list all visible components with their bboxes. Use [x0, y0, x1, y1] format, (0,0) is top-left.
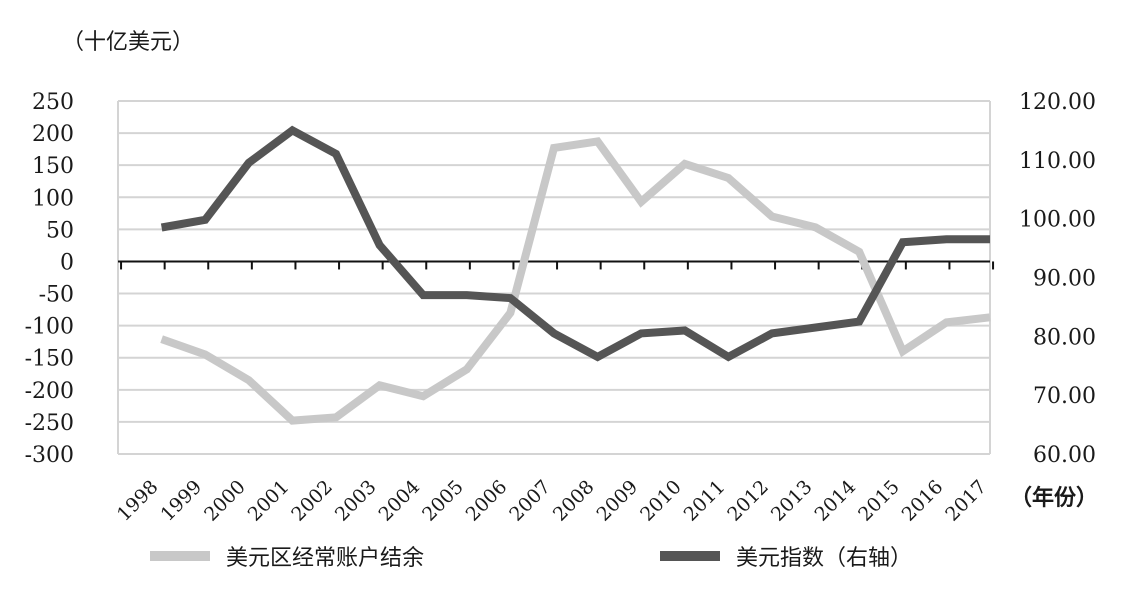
x-tick-label: 1998: [113, 476, 163, 526]
x-tick-label: 2015: [854, 476, 904, 526]
left-tick-label: -100: [25, 315, 74, 340]
right-tick-label: 90.00: [1033, 267, 1096, 292]
legend-label-dollar-index: 美元指数（右轴）: [736, 546, 913, 571]
left-tick-label: 200: [32, 122, 74, 147]
right-tick-label: 80.00: [1033, 325, 1096, 350]
x-tick-label: 2000: [200, 476, 250, 526]
x-tick-label: 2007: [505, 476, 555, 526]
right-tick-label: 120.00: [1019, 90, 1096, 115]
left-tick-label: -300: [25, 443, 74, 468]
left-axis-unit-label: （十亿美元）: [62, 30, 195, 55]
left-tick-label: -150: [25, 347, 74, 372]
x-tick-label: 2009: [592, 476, 642, 526]
left-tick-label: 150: [32, 154, 74, 179]
legend-swatch-dollar-index: [660, 551, 720, 561]
left-tick-label: 250: [32, 90, 74, 115]
left-tick-label: -250: [25, 411, 74, 436]
x-tick-label: 2006: [462, 476, 512, 526]
series-line-current-account: [160, 137, 991, 425]
x-tick-label: 2002: [287, 476, 337, 526]
legend-swatch-current-account: [150, 551, 210, 561]
x-tick-label: 2004: [374, 476, 424, 526]
x-tick-label: 2005: [418, 476, 468, 526]
series-line-dollar-index: [160, 125, 990, 362]
legend-item-dollar-index: 美元指数（右轴）: [660, 540, 912, 572]
left-tick-label: 50: [46, 218, 74, 243]
x-tick-label: 1999: [156, 476, 206, 526]
left-tick-label: 0: [60, 250, 74, 275]
series-lines: [160, 125, 991, 425]
x-tick-label: 2001: [244, 476, 294, 526]
x-axis-ticks: 1998199920002001200220032004200520062007…: [113, 476, 991, 526]
left-tick-label: -200: [25, 379, 74, 404]
x-tick-label: 2012: [723, 476, 773, 526]
left-tick-label: -50: [39, 283, 74, 308]
left-axis-ticks: 250 200 150 100 50 0 -50 -100 -150 -200 -250 -300: [25, 90, 74, 468]
right-tick-label: 100.00: [1019, 208, 1096, 233]
legend-label-current-account: 美元区经常账户结余: [226, 546, 425, 571]
right-tick-label: 60.00: [1033, 443, 1096, 468]
right-axis-ticks: 120.00 110.00 100.00 90.00 80.00 70.00 60.00: [1019, 90, 1096, 468]
x-tick-label: 2010: [636, 476, 686, 526]
zero-baseline: [118, 260, 995, 270]
x-tick-label: 2017: [941, 476, 991, 526]
x-tick-label: 2013: [767, 476, 817, 526]
legend-item-current-account: 美元区经常账户结余: [150, 540, 424, 572]
x-tick-label: 2011: [680, 476, 730, 526]
x-tick-label: 2014: [810, 476, 860, 526]
grid-lines: [117, 100, 991, 455]
left-tick-label: 100: [32, 186, 74, 211]
right-tick-label: 70.00: [1033, 384, 1096, 409]
right-tick-label: 110.00: [1019, 149, 1096, 174]
x-tick-label: 2008: [549, 476, 599, 526]
x-axis-unit-label: （年份）: [1010, 485, 1099, 511]
x-tick-label: 2003: [331, 476, 381, 526]
x-tick-label: 2016: [898, 476, 948, 526]
